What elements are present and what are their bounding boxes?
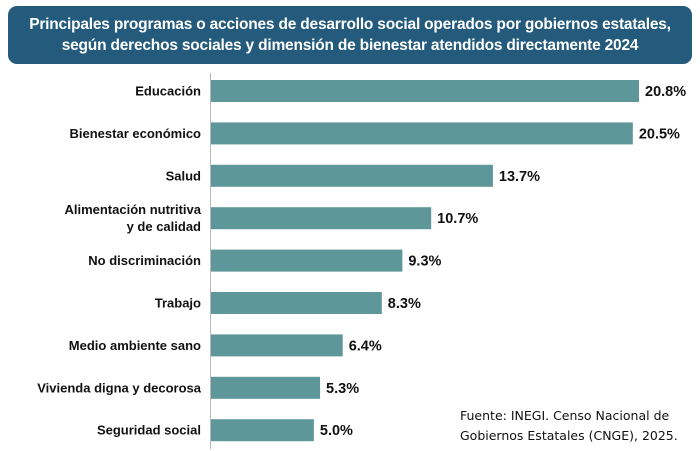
- value-label-bienestar-economico: 20.5%: [639, 126, 680, 142]
- category-label-bienestar-economico: Bienestar económico: [70, 126, 202, 141]
- value-label-medio-ambiente-sano: 6.4%: [349, 338, 382, 354]
- source-note: Fuente: INEGI. Censo Nacional de Gobiern…: [460, 406, 696, 446]
- value-label-seguridad-social: 5.0%: [320, 423, 353, 439]
- category-label-educacion: Educación: [135, 84, 201, 99]
- value-label-salud: 13.7%: [499, 169, 540, 185]
- bar-trabajo: [211, 292, 382, 314]
- value-label-educacion: 20.8%: [645, 84, 686, 100]
- category-label-medio-ambiente-sano: Medio ambiente sano: [69, 338, 201, 353]
- category-label-salud: Salud: [166, 168, 201, 183]
- bar-vivienda-digna-y-decorosa: [211, 376, 321, 399]
- chart-title-line-2: según derechos sociales y dimensión de b…: [61, 37, 639, 54]
- bar-no-discriminacion: [211, 249, 403, 272]
- category-label-alimentacion-nutritiva-y-de-calidad: Alimentación nutritiva y de calidad: [64, 202, 201, 234]
- category-label-seguridad-social: Seguridad social: [97, 423, 201, 438]
- value-label-alimentacion-nutritiva-y-de-calidad: 10.7%: [437, 211, 478, 227]
- category-label-vivienda-digna-y-decorosa: Vivienda digna y decorosa: [37, 380, 202, 395]
- value-label-trabajo: 8.3%: [388, 296, 421, 312]
- bar-medio-ambiente-sano: [211, 334, 343, 357]
- category-label-trabajo: Trabajo: [155, 296, 201, 311]
- bar-alimentacion-nutritiva-y-de-calidad: [211, 207, 432, 230]
- category-axis-line: [210, 73, 211, 449]
- value-label-no-discriminacion: 9.3%: [408, 254, 441, 270]
- category-label-no-discriminacion: No discriminación: [88, 253, 201, 268]
- chart-title-line-1: Principales programas o acciones de desa…: [29, 16, 671, 33]
- source-line-1: Fuente: INEGI. Censo Nacional de: [460, 408, 670, 423]
- source-line-2: Gobiernos Estatales (CNGE), 2025.: [460, 428, 678, 443]
- bar-bienestar-economico: [211, 122, 633, 145]
- bar-educacion: [211, 80, 639, 102]
- chart-title-banner: Principales programas o acciones de desa…: [8, 6, 692, 64]
- value-label-vivienda-digna-y-decorosa: 5.3%: [326, 381, 359, 397]
- bar-seguridad-social: [211, 419, 314, 442]
- bar-salud: [211, 164, 493, 187]
